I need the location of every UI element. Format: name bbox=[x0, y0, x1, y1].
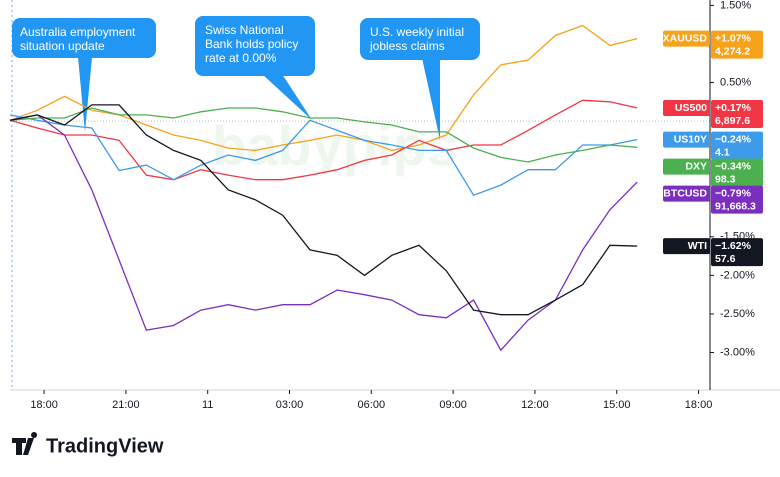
annotation-text: Australia employment bbox=[20, 25, 136, 39]
watermark: babypips bbox=[212, 114, 458, 177]
x-tick-label: 03:00 bbox=[276, 399, 304, 411]
series-name: XAUUSD bbox=[663, 32, 708, 44]
brand: TradingView bbox=[46, 435, 164, 457]
annotations bbox=[12, 16, 480, 140]
series-name: DXY bbox=[685, 160, 707, 172]
annotation-box bbox=[360, 18, 480, 60]
annotation-text: rate at 0.00% bbox=[205, 51, 277, 65]
value-label: −0.79% bbox=[715, 187, 752, 199]
series-tag bbox=[663, 99, 710, 116]
price-label: 91,668.3 bbox=[715, 200, 756, 212]
series-line bbox=[9, 114, 638, 352]
x-tick-label: 21:00 bbox=[112, 399, 140, 411]
value-label: +1.07% bbox=[715, 32, 752, 44]
annotation-pointer bbox=[422, 58, 440, 140]
annotation-box bbox=[12, 18, 156, 58]
series-line bbox=[9, 114, 638, 196]
annotation-text: Bank holds policy bbox=[205, 37, 298, 51]
logo: TradingView bbox=[12, 432, 164, 457]
value-label: −0.34% bbox=[715, 160, 752, 172]
x-tick-label: 15:00 bbox=[603, 399, 631, 411]
x-tick-label: 09:00 bbox=[439, 399, 467, 411]
x-tick-label: 11 bbox=[202, 399, 213, 411]
y-tick-label: 1.50% bbox=[720, 0, 751, 11]
series-tag bbox=[663, 185, 710, 202]
annotation-text: situation update bbox=[20, 39, 105, 53]
price-label: 98.3 bbox=[715, 173, 736, 185]
value-label: +0.17% bbox=[715, 102, 752, 114]
value-tag bbox=[711, 99, 763, 128]
annotation-pointer bbox=[78, 57, 92, 132]
annotation-text: U.S. weekly initial bbox=[370, 25, 464, 39]
annotation-text: Swiss National bbox=[205, 23, 284, 37]
price-label: 4,274.2 bbox=[715, 45, 750, 57]
value-label: −0.24% bbox=[715, 133, 752, 145]
x-tick-label: 06:00 bbox=[358, 399, 386, 411]
value-tag bbox=[711, 238, 763, 267]
x-tick-label: 18:00 bbox=[685, 399, 713, 411]
series-name: US500 bbox=[675, 102, 707, 114]
y-tick-label: 0.50% bbox=[720, 76, 751, 88]
series-tag bbox=[663, 131, 710, 148]
annotation-text: jobless claims bbox=[369, 39, 445, 53]
price-label: 57.6 bbox=[715, 253, 736, 265]
series-name: US10Y bbox=[674, 133, 707, 145]
value-tag bbox=[711, 30, 763, 59]
series-line bbox=[9, 99, 638, 181]
x-tick-label: 12:00 bbox=[521, 399, 549, 411]
series-line bbox=[9, 107, 638, 163]
series-line bbox=[9, 104, 638, 316]
annotation-pointer bbox=[262, 74, 312, 120]
series-tag bbox=[663, 30, 710, 47]
y-tick-label: -3.00% bbox=[720, 346, 755, 358]
series-name: BTCUSD bbox=[663, 187, 707, 199]
series-tag bbox=[663, 238, 710, 255]
value-tag bbox=[711, 131, 763, 160]
series-tag bbox=[663, 158, 710, 175]
y-tick-label: -2.00% bbox=[720, 269, 755, 281]
value-tag bbox=[711, 158, 763, 187]
y-tick-label: -2.50% bbox=[720, 308, 755, 320]
value-tag bbox=[711, 185, 763, 214]
x-tick-label: 18:00 bbox=[30, 399, 58, 411]
series-name: WTI bbox=[688, 240, 707, 252]
price-label: 4.1 bbox=[715, 146, 730, 158]
annotation-box bbox=[195, 16, 315, 76]
logo-mark bbox=[12, 432, 38, 455]
price-label: 6,897.6 bbox=[715, 115, 750, 127]
value-label: −1.62% bbox=[715, 240, 752, 252]
